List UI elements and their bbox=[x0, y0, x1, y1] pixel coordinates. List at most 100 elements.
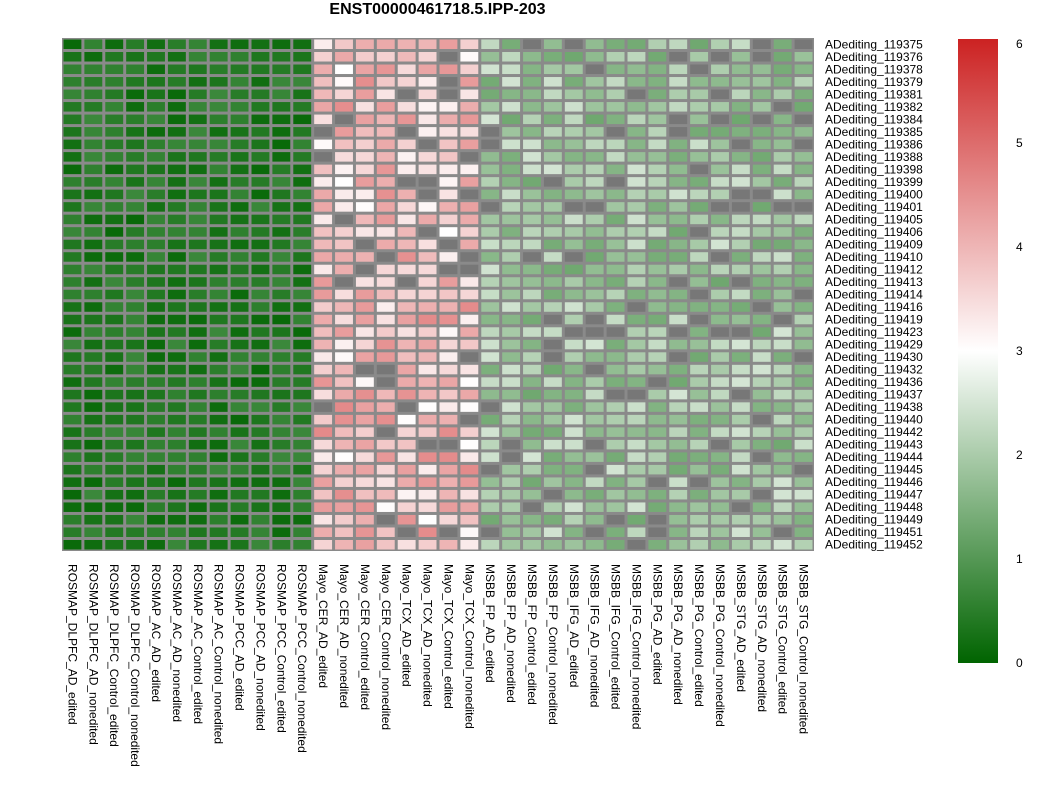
heatmap-cell bbox=[147, 302, 165, 312]
heatmap-cell bbox=[711, 214, 729, 225]
heatmap-cell bbox=[376, 239, 395, 250]
heatmap-cell bbox=[84, 227, 103, 237]
heatmap-cell bbox=[794, 364, 813, 375]
heatmap-cell bbox=[167, 414, 186, 425]
heatmap-cell bbox=[460, 452, 479, 462]
heatmap-cell bbox=[376, 152, 395, 162]
heatmap-cell bbox=[585, 439, 604, 450]
heatmap-cell bbox=[272, 77, 291, 87]
heatmap-cell bbox=[502, 352, 521, 362]
heatmap-cell bbox=[648, 314, 667, 325]
heatmap-cell bbox=[543, 377, 562, 387]
heatmap-cell bbox=[251, 89, 270, 100]
heatmap-cell bbox=[167, 264, 186, 275]
heatmap-cell bbox=[523, 39, 541, 50]
heatmap-cell bbox=[627, 527, 646, 537]
heatmap-cell bbox=[84, 114, 103, 125]
heatmap-cell bbox=[794, 64, 813, 75]
heatmap-cell bbox=[230, 64, 249, 75]
heatmap-cell bbox=[502, 202, 521, 212]
heatmap-cell bbox=[293, 464, 312, 475]
heatmap-cell bbox=[794, 414, 813, 425]
heatmap-cell bbox=[502, 39, 521, 50]
heatmap-cell bbox=[397, 239, 416, 250]
heatmap-cell bbox=[460, 414, 479, 425]
heatmap-cell bbox=[439, 114, 458, 125]
heatmap-cell bbox=[627, 302, 646, 312]
heatmap-cell bbox=[460, 477, 479, 487]
heatmap-cell bbox=[502, 327, 521, 337]
heatmap-cell bbox=[585, 177, 604, 187]
heatmap-cell bbox=[209, 139, 228, 150]
column-label: Mayo_TCX_Control_edited bbox=[441, 564, 455, 709]
heatmap-cell bbox=[293, 514, 312, 525]
heatmap-cell bbox=[418, 527, 437, 537]
legend-tick-label: 4 bbox=[1016, 240, 1023, 254]
heatmap-cell bbox=[585, 502, 604, 512]
heatmap-cell bbox=[752, 489, 771, 500]
heatmap-cell bbox=[752, 239, 771, 250]
heatmap-cell bbox=[690, 502, 709, 512]
heatmap-cell bbox=[335, 402, 353, 412]
heatmap-cell bbox=[439, 127, 458, 137]
heatmap-cell bbox=[773, 427, 792, 437]
heatmap-cell bbox=[209, 364, 228, 375]
heatmap-cell bbox=[84, 52, 103, 62]
heatmap-cell bbox=[481, 139, 500, 150]
heatmap-cell bbox=[460, 527, 479, 537]
heatmap-cell bbox=[690, 252, 709, 262]
heatmap-cell bbox=[418, 164, 437, 175]
heatmap-cell bbox=[251, 527, 270, 537]
heatmap-cell bbox=[627, 277, 646, 287]
heatmap-cell bbox=[376, 327, 395, 337]
heatmap-cell bbox=[418, 514, 437, 525]
heatmap-cell bbox=[481, 539, 500, 550]
heatmap-cell bbox=[606, 452, 625, 462]
heatmap-cell bbox=[439, 539, 458, 550]
heatmap-cell bbox=[397, 502, 416, 512]
heatmap-cell bbox=[711, 452, 729, 462]
heatmap-cell bbox=[794, 239, 813, 250]
heatmap-cell bbox=[251, 414, 270, 425]
heatmap-cell bbox=[523, 189, 541, 200]
heatmap-cell bbox=[272, 227, 291, 237]
heatmap-cell bbox=[188, 164, 207, 175]
heatmap-cell bbox=[418, 102, 437, 112]
row-label: ADediting_119401 bbox=[825, 200, 923, 214]
column-label: ROSMAP_PCC_AD_nonedited bbox=[253, 564, 267, 731]
heatmap-cell bbox=[314, 452, 333, 462]
heatmap-cell bbox=[84, 314, 103, 325]
heatmap-cell bbox=[627, 39, 646, 50]
heatmap-cell bbox=[314, 414, 333, 425]
heatmap-cell bbox=[731, 389, 750, 400]
heatmap-cell bbox=[711, 189, 729, 200]
heatmap-cell bbox=[606, 377, 625, 387]
heatmap-cell bbox=[481, 389, 500, 400]
heatmap-cell bbox=[564, 202, 583, 212]
heatmap-cell bbox=[418, 189, 437, 200]
heatmap-cell bbox=[794, 202, 813, 212]
heatmap-cell bbox=[167, 177, 186, 187]
heatmap-cell bbox=[209, 214, 228, 225]
heatmap-cell bbox=[314, 364, 333, 375]
heatmap-cell bbox=[167, 127, 186, 137]
heatmap-cell bbox=[84, 427, 103, 437]
heatmap-cell bbox=[752, 264, 771, 275]
heatmap-cell bbox=[585, 539, 604, 550]
heatmap-cell bbox=[209, 127, 228, 137]
heatmap-cell bbox=[355, 289, 374, 300]
heatmap-cell bbox=[272, 52, 291, 62]
heatmap-cell bbox=[188, 227, 207, 237]
heatmap-cell bbox=[711, 177, 729, 187]
heatmap-cell bbox=[230, 427, 249, 437]
heatmap-cell bbox=[272, 539, 291, 550]
heatmap-cell bbox=[543, 414, 562, 425]
heatmap-cell bbox=[481, 189, 500, 200]
heatmap-cell bbox=[355, 277, 374, 287]
heatmap-cell bbox=[523, 89, 541, 100]
heatmap-cell bbox=[397, 352, 416, 362]
heatmap-cell bbox=[272, 177, 291, 187]
heatmap-cell bbox=[606, 389, 625, 400]
heatmap-cell bbox=[167, 189, 186, 200]
heatmap-cell bbox=[167, 389, 186, 400]
